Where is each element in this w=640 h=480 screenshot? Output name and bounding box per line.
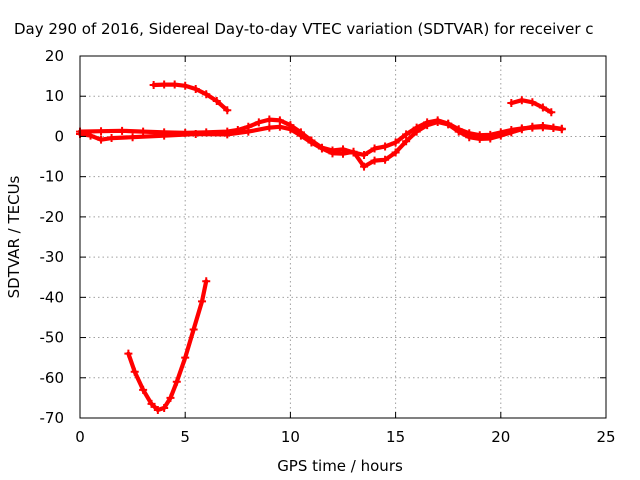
data-point	[160, 131, 169, 140]
y-tick-label: -40	[40, 288, 65, 306]
data-point	[528, 98, 537, 107]
data-point	[349, 147, 358, 156]
data-point	[296, 131, 305, 140]
data-point	[97, 127, 106, 136]
data-point	[517, 96, 526, 105]
chart-title: Day 290 of 2016, Sidereal Day-to-day VTE…	[14, 20, 594, 38]
data-point	[423, 121, 432, 130]
series-layer	[76, 80, 566, 414]
data-point	[454, 127, 463, 136]
data-point	[130, 367, 139, 376]
data-point	[212, 97, 221, 106]
y-axis-label: SDTVAR / TECUs	[5, 175, 23, 298]
plot-frame	[79, 55, 607, 419]
data-point	[370, 156, 379, 165]
data-point	[265, 123, 274, 132]
x-tick-label: 20	[491, 428, 510, 446]
data-point	[517, 125, 526, 134]
data-point	[496, 131, 505, 140]
data-point	[360, 150, 369, 159]
y-tick-label: -20	[40, 208, 65, 226]
data-point	[328, 149, 337, 158]
data-point	[381, 142, 390, 151]
x-tick-label: 0	[75, 428, 85, 446]
x-tick-label: 10	[281, 428, 300, 446]
data-point	[160, 80, 169, 89]
data-point	[391, 138, 400, 147]
data-point	[412, 127, 421, 136]
y-tick-label: -10	[40, 168, 65, 186]
y-tick-label: -70	[40, 409, 65, 427]
data-point	[128, 133, 137, 142]
data-point	[486, 134, 495, 143]
data-point	[139, 385, 148, 394]
data-point	[149, 80, 158, 89]
data-point	[86, 131, 95, 140]
data-point	[244, 127, 253, 136]
y-tick-label: 0	[54, 127, 64, 145]
data-point	[402, 137, 411, 146]
data-point	[191, 130, 200, 139]
y-tick-label: -50	[40, 329, 65, 347]
data-point	[475, 134, 484, 143]
data-point	[370, 144, 379, 153]
data-point	[557, 124, 566, 133]
data-point	[166, 393, 175, 402]
x-tick-label: 15	[386, 428, 405, 446]
y-tick-label: -30	[40, 248, 65, 266]
data-point	[547, 108, 556, 117]
data-point	[275, 122, 284, 131]
data-point	[507, 128, 516, 137]
ticks: 0 5 10 15 20 25 20 10 0 -10 -20 -30 -40 -50 -60 -70	[40, 47, 616, 446]
data-point	[507, 99, 516, 108]
data-point	[198, 297, 207, 306]
y-tick-label: 10	[45, 87, 64, 105]
data-point	[528, 122, 537, 131]
y-tick-label: -60	[40, 369, 65, 387]
data-point	[97, 135, 106, 144]
data-point	[465, 133, 474, 142]
data-point	[391, 148, 400, 157]
data-point	[202, 90, 211, 99]
data-point	[223, 130, 232, 139]
data-point	[286, 125, 295, 134]
data-point	[202, 277, 211, 286]
data-point	[433, 117, 442, 126]
data-point	[107, 134, 116, 143]
x-tick-label: 25	[596, 428, 615, 446]
series-line	[77, 117, 564, 157]
data-point	[189, 325, 198, 334]
data-point	[339, 149, 347, 158]
data-point	[223, 106, 232, 115]
data-point	[381, 155, 390, 164]
data-point	[549, 123, 558, 132]
data-point	[317, 144, 326, 153]
data-point	[191, 84, 200, 93]
data-point	[118, 126, 127, 135]
y-tick-label: 20	[45, 47, 64, 65]
data-point	[538, 103, 547, 112]
series-line	[77, 119, 564, 169]
data-point	[172, 377, 181, 386]
data-point	[254, 118, 263, 127]
data-point	[147, 399, 156, 408]
data-point	[402, 130, 411, 139]
data-point	[444, 120, 453, 129]
data-point	[538, 121, 547, 130]
data-point	[181, 81, 190, 90]
data-point	[124, 349, 133, 358]
data-point	[153, 405, 162, 414]
data-point	[160, 403, 169, 412]
data-point	[170, 80, 179, 89]
data-point	[139, 127, 148, 136]
x-tick-label: 5	[180, 428, 190, 446]
data-point	[181, 353, 190, 362]
grid	[80, 56, 606, 418]
data-point	[265, 115, 274, 124]
x-axis-label: GPS time / hours	[277, 457, 403, 475]
data-point	[360, 162, 369, 171]
series-line	[126, 279, 209, 413]
data-point	[307, 138, 316, 147]
